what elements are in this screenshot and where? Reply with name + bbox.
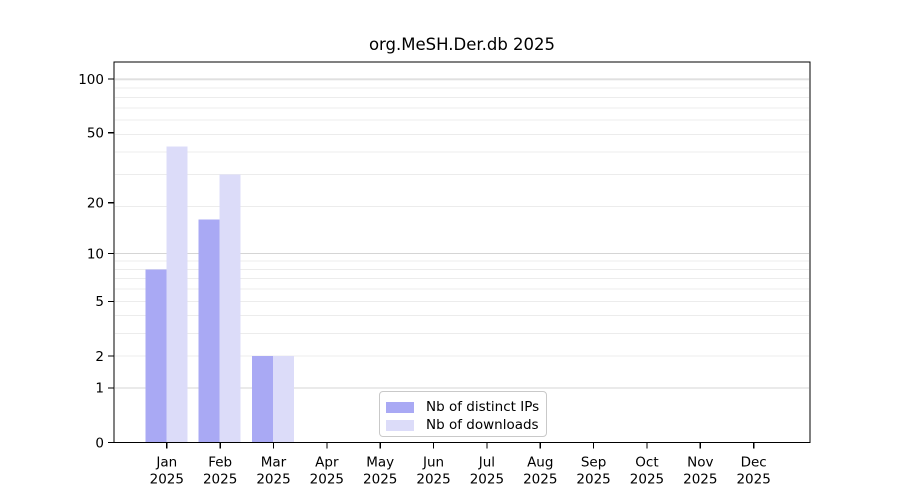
x-tick-label-month: Sep: [581, 455, 606, 471]
x-tick-label-year: 2025: [470, 472, 504, 488]
plot-border: [113, 61, 811, 444]
x-tick-label-year: 2025: [576, 472, 610, 488]
x-tick-label-month: Jun: [422, 455, 444, 471]
x-tick-label-month: Feb: [208, 455, 232, 471]
y-tick-label: 2: [95, 349, 104, 365]
distinct-ips-swatch: [386, 401, 414, 413]
x-tick-label-month: Jul: [478, 455, 495, 471]
x-tick-label-year: 2025: [523, 472, 557, 488]
y-tick-label: 0: [95, 435, 104, 451]
legend-label-downloads: Nb of downloads: [426, 417, 539, 433]
x-tick-label-year: 2025: [416, 472, 450, 488]
chart-title: org.MeSH.Der.db 2025: [368, 35, 556, 54]
bar-downloads-feb: [219, 174, 241, 443]
downloads-swatch: [386, 419, 414, 431]
x-tick-label-month: Nov: [687, 455, 713, 471]
bar-distinct-ips-jan: [145, 269, 167, 443]
y-tick-label: 50: [87, 126, 104, 142]
x-tick-label-year: 2025: [683, 472, 717, 488]
bar-downloads-mar: [273, 355, 294, 443]
x-tick-label-year: 2025: [310, 472, 344, 488]
x-tick-label-month: Jan: [155, 455, 177, 471]
legend: Nb of distinct IPs Nb of downloads: [379, 391, 547, 437]
bar-downloads-jan: [166, 146, 188, 443]
x-tick-label-month: Mar: [261, 455, 287, 471]
x-tick-label-month: Apr: [315, 455, 339, 471]
legend-label-distinct-ips: Nb of distinct IPs: [426, 399, 540, 415]
x-tick-label-year: 2025: [150, 472, 184, 488]
y-tick-label: 100: [78, 72, 104, 88]
x-tick-label-year: 2025: [256, 472, 290, 488]
x-tick-label-year: 2025: [363, 472, 397, 488]
x-tick-label-year: 2025: [630, 472, 664, 488]
legend-item-distinct-ips: Nb of distinct IPs: [386, 399, 546, 415]
bar-distinct-ips-mar: [252, 355, 273, 443]
x-tick-label-month: Oct: [635, 455, 658, 471]
legend-item-downloads: Nb of downloads: [386, 417, 546, 433]
x-tick-label-year: 2025: [736, 472, 770, 488]
y-tick-label: 5: [95, 294, 104, 310]
y-tick-label: 10: [87, 246, 104, 262]
x-tick-label-month: Dec: [741, 455, 767, 471]
x-tick-label-month: May: [366, 455, 394, 471]
y-tick-label: 1: [95, 381, 104, 397]
x-tick-label-year: 2025: [203, 472, 237, 488]
x-tick-label-month: Aug: [527, 455, 553, 471]
y-tick-label: 20: [87, 196, 104, 212]
bar-distinct-ips-feb: [198, 219, 220, 443]
